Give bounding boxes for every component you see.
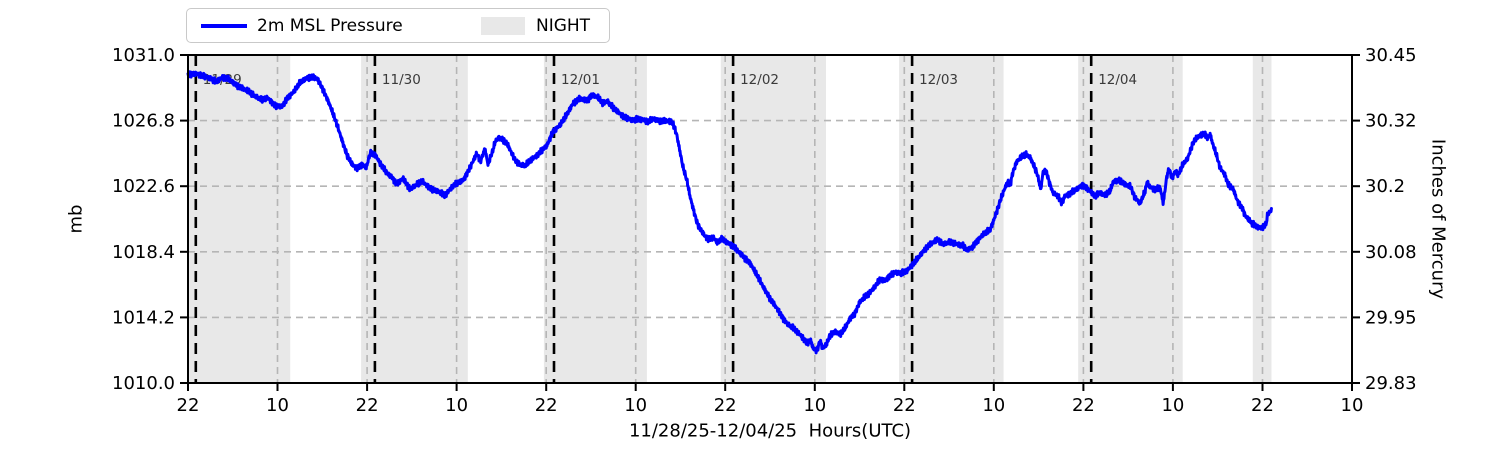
- y-right-tick-label: 29.95: [1365, 307, 1417, 328]
- chart-legend: 2m MSL Pressure NIGHT: [186, 8, 610, 43]
- y-left-tick-label: 1018.4: [112, 242, 175, 263]
- plot-border: [187, 54, 1353, 384]
- x-axis-title: 11/28/25-12/04/25 Hours(UTC): [628, 420, 912, 442]
- pressure-line-swatch-icon: [201, 24, 247, 28]
- x-tick-label: 10: [982, 395, 1005, 416]
- y-right-tick-label: 30.32: [1365, 111, 1417, 132]
- legend-label-night: NIGHT: [536, 15, 591, 36]
- night-shading-band: [189, 55, 291, 383]
- right-axis-title: Inches of Mercury: [1427, 138, 1449, 300]
- night-shading-band: [543, 55, 647, 383]
- night-shading-band: [720, 55, 826, 383]
- y-left-tick-label: 1010.0: [112, 373, 175, 394]
- night-shading-band: [1078, 55, 1183, 383]
- x-tick-label: 22: [1251, 395, 1274, 416]
- y-right-tick-label: 30.45: [1365, 45, 1417, 66]
- x-tick-label: 22: [1072, 395, 1095, 416]
- x-tick-label: 22: [714, 395, 737, 416]
- y-right-tick-label: 30.08: [1365, 242, 1417, 263]
- x-tick-label: 10: [266, 395, 289, 416]
- y-left-tick-label: 1014.2: [112, 307, 175, 328]
- x-tick-label: 10: [624, 395, 647, 416]
- left-axis-title: mb: [65, 204, 87, 234]
- y-left-tick-label: 1022.6: [112, 176, 175, 197]
- pressure-line-series: [186, 70, 1273, 355]
- night-patch-swatch-icon: [481, 17, 525, 35]
- x-tick-label: 22: [356, 395, 379, 416]
- night-shading-band: [899, 55, 1004, 383]
- x-tick-label: 10: [803, 395, 826, 416]
- night-shading-band: [1252, 55, 1272, 383]
- x-tick-label: 10: [1161, 395, 1184, 416]
- night-shading-band: [361, 55, 468, 383]
- date-label: 12/03: [919, 72, 958, 88]
- date-label: 11/30: [382, 72, 421, 88]
- date-label: 12/01: [561, 72, 600, 88]
- date-label: 12/02: [740, 72, 779, 88]
- date-label: 12/04: [1098, 72, 1137, 88]
- y-right-tick-label: 29.83: [1365, 373, 1417, 394]
- x-tick-label: 22: [893, 395, 916, 416]
- x-tick-label: 10: [1341, 395, 1364, 416]
- y-right-tick-label: 30.2: [1365, 176, 1405, 197]
- x-tick-label: 22: [535, 395, 558, 416]
- legend-label-pressure: 2m MSL Pressure: [257, 15, 403, 36]
- y-left-tick-label: 1031.0: [112, 45, 175, 66]
- x-tick-label: 10: [445, 395, 468, 416]
- y-left-tick-label: 1026.8: [112, 111, 175, 132]
- x-tick-label: 22: [177, 395, 200, 416]
